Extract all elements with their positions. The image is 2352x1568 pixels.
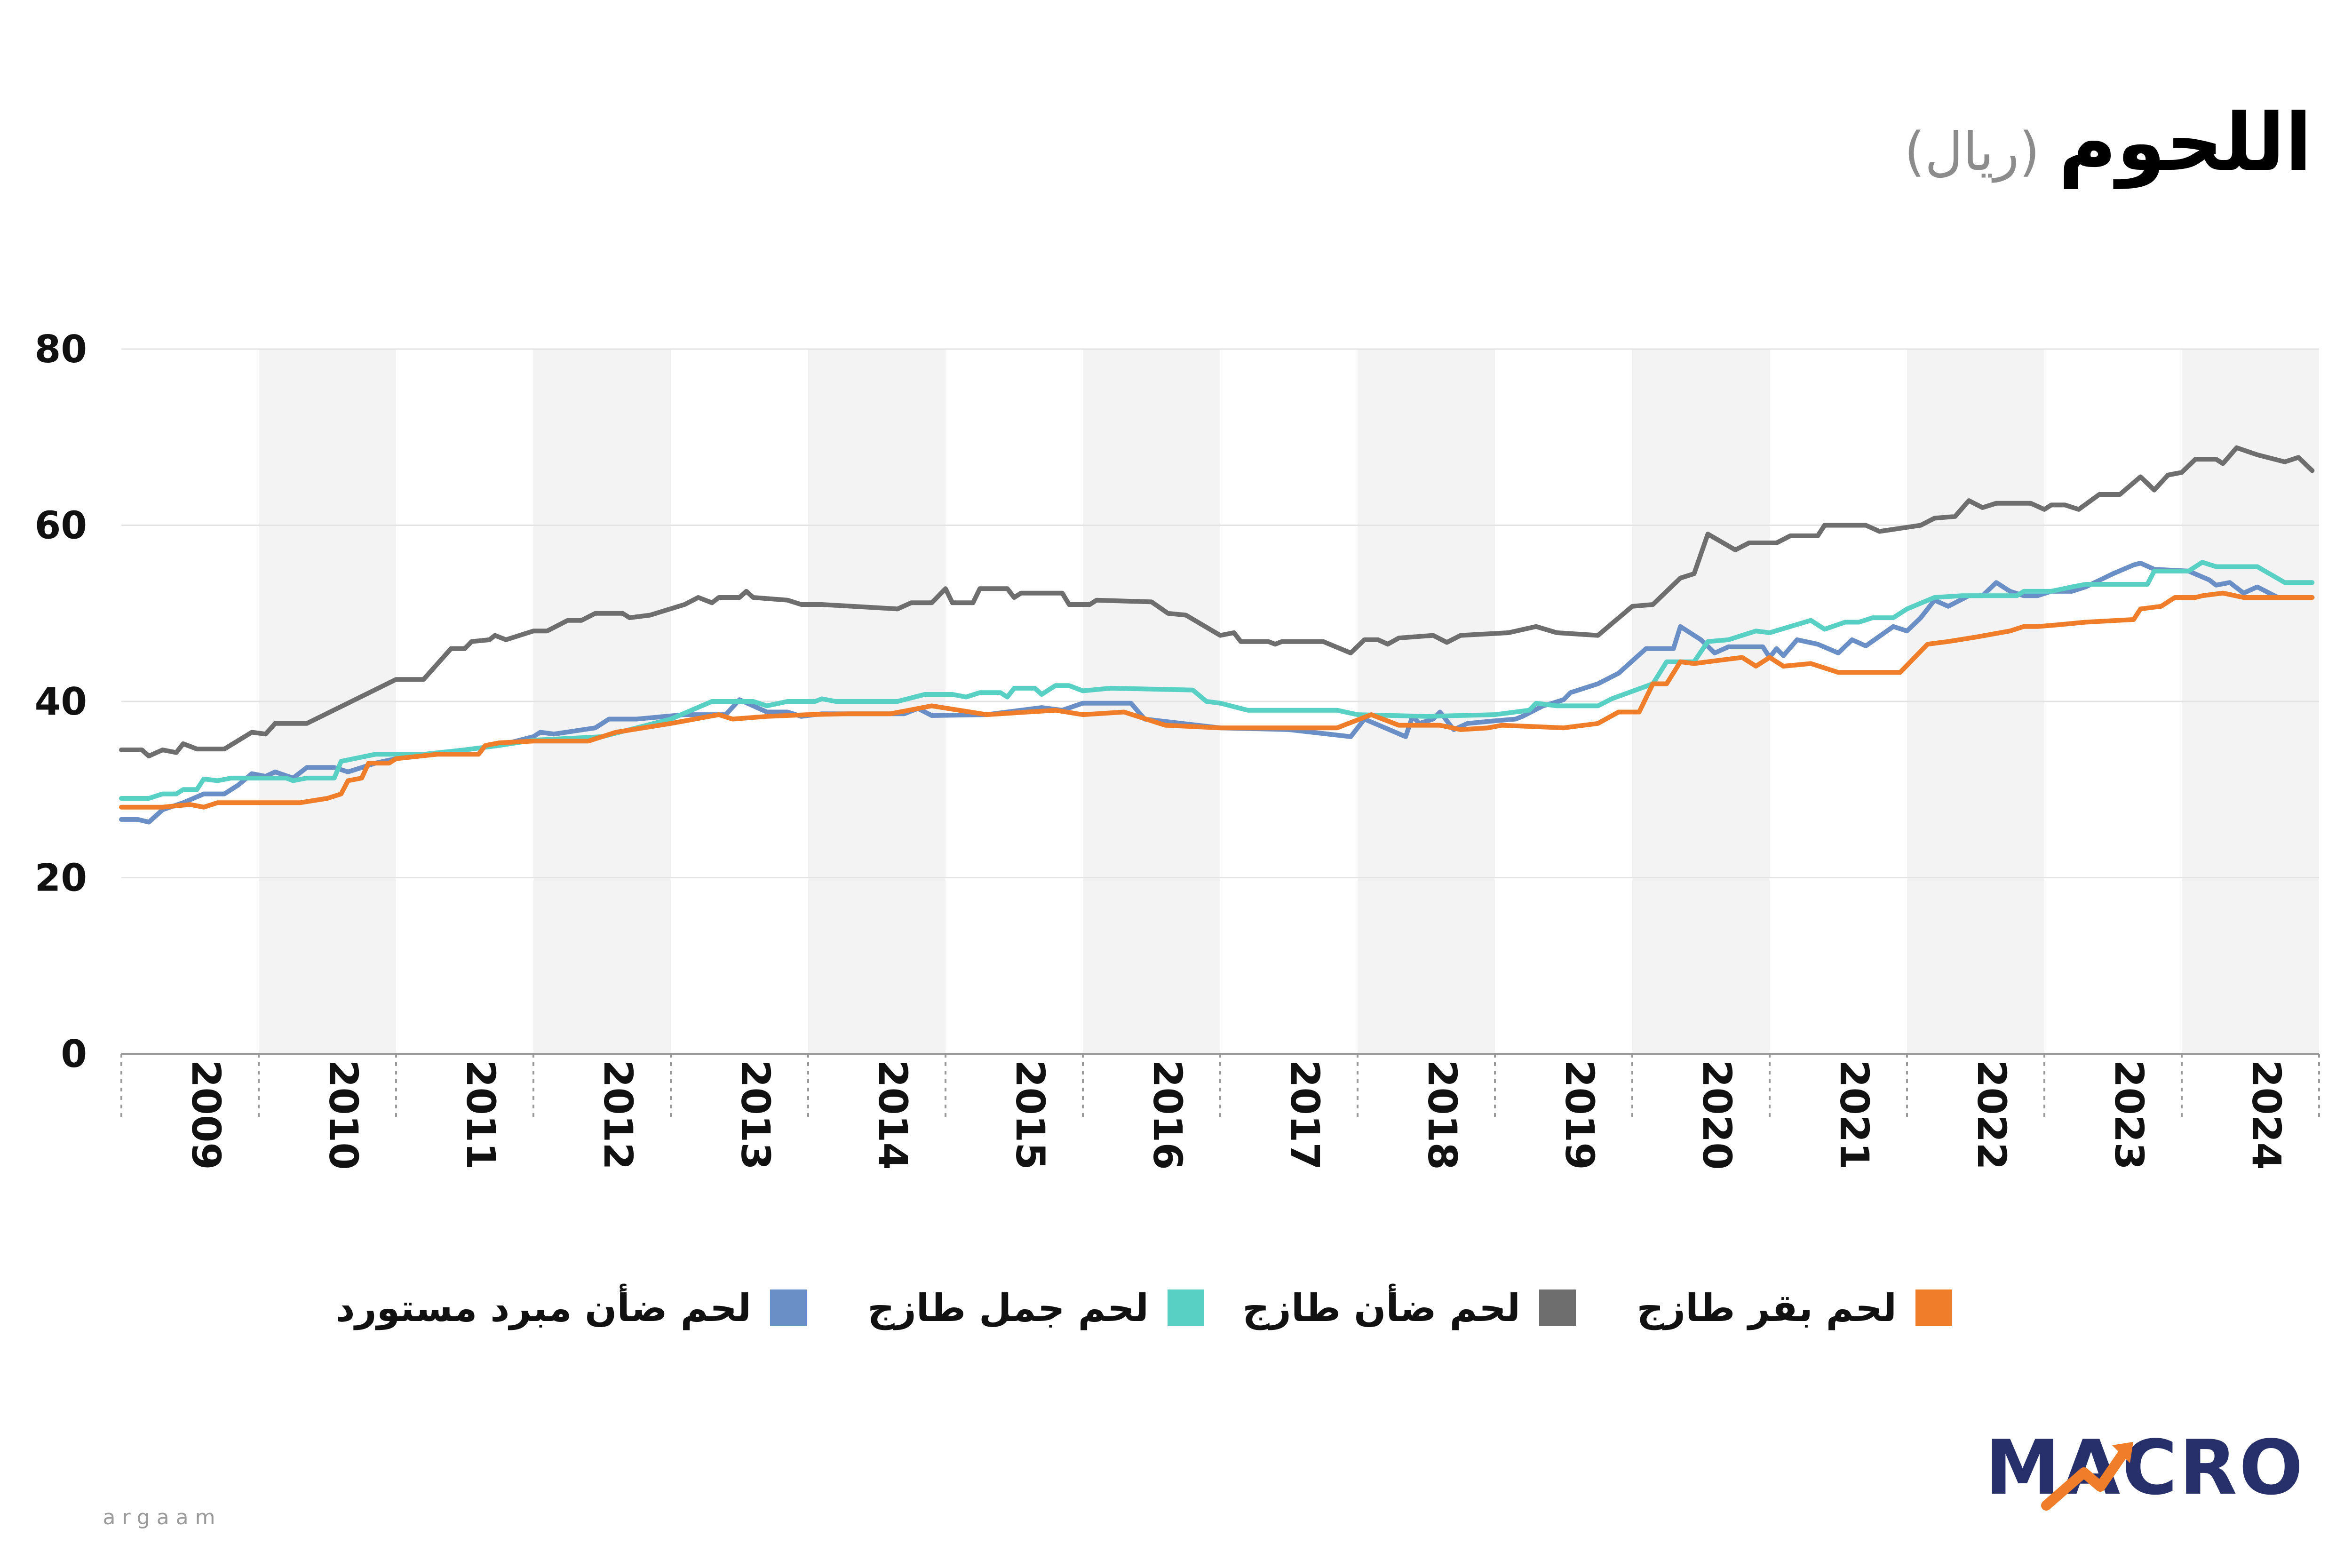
x-tick-label-2009: 2009: [183, 1060, 229, 1170]
legend-label: لحم جمل طازج: [867, 1286, 1149, 1330]
legend-swatch: [770, 1289, 807, 1326]
legend-label: لحم ضأن طازج: [1242, 1286, 1520, 1330]
argaam-logo-arabic: أرقام: [268, 1411, 273, 1509]
legend-item-3: لحم جمل طازج: [867, 1280, 1204, 1336]
series-line-4: [119, 590, 2315, 810]
legend-swatch: [1539, 1289, 1576, 1326]
legend-item-4: لحم ضأن مبرد مستورد: [336, 1280, 807, 1336]
argaam-logo-latin: argaam: [103, 1505, 222, 1529]
argaam-logo: أرقام argaam: [103, 1411, 273, 1529]
y-tick-label-20: 20: [35, 856, 87, 900]
legend-item-2: لحم ضأن طازج: [1242, 1280, 1576, 1336]
x-tick-labels: 2009 2010 2011 2012 2013 2014 2015 2016 2017 2018…: [183, 1060, 2289, 1170]
x-tick-label-2022: 2022: [1969, 1060, 2015, 1170]
macro-arrow-icon: [2041, 1444, 2131, 1511]
series-lines: [119, 445, 2315, 825]
legend-swatch: [1915, 1289, 1952, 1326]
axes: [120, 1053, 2320, 1117]
y-tick-label-80: 80: [35, 327, 87, 371]
x-tick-label-2015: 2015: [1007, 1060, 1053, 1170]
legend-label: لحم ضأن مبرد مستورد: [335, 1286, 751, 1330]
x-tick-label-2020: 2020: [1694, 1060, 1740, 1170]
macro-logo: MACRO: [1985, 1424, 2305, 1512]
x-tick-label-2019: 2019: [1557, 1060, 1603, 1170]
legend-swatch: [1168, 1289, 1204, 1326]
series-line-1: [119, 445, 2315, 759]
x-tick-label-2017: 2017: [1282, 1060, 1328, 1170]
x-tick-label-2014: 2014: [870, 1060, 916, 1170]
y-tick-label-60: 60: [35, 504, 87, 548]
series-line-3: [119, 560, 2315, 801]
macro-arrow-head-icon: [2112, 1442, 2133, 1463]
legend: لحم بقر طازج لحم ضأن طازج لحم جمل طازج لحم …: [0, 1280, 2352, 1336]
x-tick-label-2018: 2018: [1419, 1060, 1465, 1170]
chart-unit: (ريال): [1904, 121, 2040, 183]
x-tick-label-2023: 2023: [2106, 1060, 2152, 1170]
x-tick-label-2016: 2016: [1144, 1060, 1191, 1170]
legend-item-1: لحم بقر طازج: [1637, 1280, 1952, 1336]
x-tick-label-2012: 2012: [595, 1060, 641, 1170]
y-tick-labels: 0 20 40 60 80: [35, 327, 87, 1076]
chart-title-block: اللحوم (ريال): [1904, 96, 2312, 189]
x-tick-label-2011: 2011: [458, 1060, 504, 1170]
x-tick-label-2013: 2013: [732, 1060, 779, 1170]
y-tick-label-0: 0: [61, 1032, 87, 1076]
x-tick-label-2024: 2024: [2243, 1060, 2289, 1170]
x-tick-label-2010: 2010: [320, 1060, 366, 1170]
chart-title: اللحوم: [2058, 96, 2312, 189]
gridlines: [121, 348, 2319, 878]
legend-label: لحم بقر طازج: [1637, 1286, 1897, 1330]
x-tick-label-2021: 2021: [1831, 1060, 1877, 1170]
y-tick-label-40: 40: [35, 680, 87, 724]
macro-logo-text: MACRO: [1985, 1424, 2305, 1512]
